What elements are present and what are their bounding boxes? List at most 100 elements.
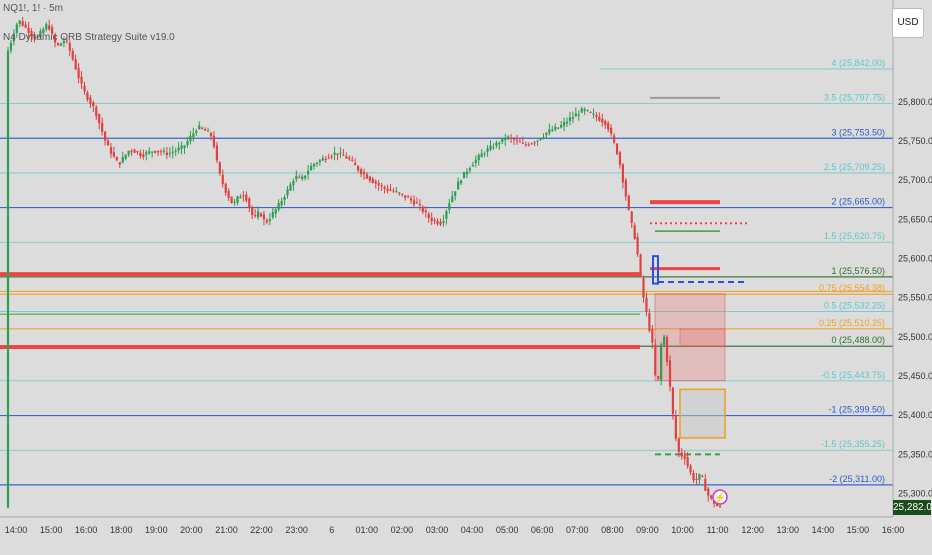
candle-body	[248, 198, 251, 208]
candle-body	[306, 171, 310, 175]
candle-body	[595, 115, 598, 118]
candle-body	[562, 122, 566, 126]
candle-body	[162, 150, 166, 152]
candle-body	[118, 162, 121, 165]
candle-body	[83, 85, 86, 92]
candle-body	[371, 178, 374, 183]
candle-body	[571, 117, 574, 119]
candle-body	[718, 506, 722, 508]
candle-body	[565, 121, 569, 124]
candle-body	[486, 148, 489, 152]
candle-body	[462, 171, 466, 179]
y-tick-label: 25,350.00	[898, 449, 932, 459]
candle-body	[33, 34, 36, 39]
candle-body	[689, 465, 692, 473]
candle-body	[380, 185, 383, 187]
candle-body	[651, 329, 654, 343]
candle-body	[657, 376, 660, 379]
candle-body	[477, 155, 480, 161]
candle-body	[404, 195, 407, 198]
candle-body	[321, 158, 324, 161]
level-label: 0.5 (25,532.25)	[824, 301, 885, 311]
candle-body	[183, 145, 186, 148]
candle-body	[512, 138, 516, 140]
candle-body	[201, 127, 204, 129]
candle-body	[301, 176, 304, 180]
candle-body	[12, 34, 15, 42]
candle-body	[36, 36, 39, 38]
candle-body	[607, 122, 610, 130]
candle-body	[365, 174, 369, 179]
level-label: 1 (25,576.50)	[831, 266, 885, 276]
candle-body	[65, 40, 68, 42]
candle-body	[427, 214, 430, 218]
candle-body	[442, 221, 445, 223]
candle-body	[451, 196, 454, 203]
candle-body	[95, 107, 98, 117]
candle-body	[386, 188, 389, 191]
candle-body	[642, 278, 645, 298]
y-tick-label: 25,500.00	[898, 332, 932, 342]
x-tick-label: 14:00	[5, 525, 28, 535]
candle-body	[551, 129, 554, 132]
candle-body	[168, 152, 171, 154]
candle-body	[395, 191, 398, 193]
candle-body	[577, 114, 580, 116]
candle-body	[62, 40, 66, 44]
candle-body	[615, 143, 619, 155]
candle-body	[612, 135, 616, 143]
candle-body	[633, 225, 636, 239]
candle-body	[630, 211, 633, 223]
candle-body	[354, 162, 357, 166]
candle-body	[604, 120, 607, 126]
candle-body	[109, 147, 113, 154]
candle-body	[501, 137, 504, 142]
candle-body	[145, 152, 148, 155]
candle-body	[283, 197, 286, 201]
candle-body	[495, 142, 498, 146]
candle-body	[195, 131, 198, 134]
y-tick-label: 25,650.00	[898, 214, 932, 224]
y-tick-label: 25,750.00	[898, 136, 932, 146]
candle-body	[45, 24, 48, 30]
level-label: 2 (25,665.00)	[831, 197, 885, 207]
candle-body	[457, 181, 460, 190]
currency-button[interactable]: USD	[892, 8, 924, 38]
candle-body	[309, 165, 313, 171]
candle-body	[677, 438, 680, 453]
x-tick-label: 23:00	[285, 525, 308, 535]
candle-body	[53, 35, 57, 43]
candle-body	[80, 76, 83, 84]
candle-body	[68, 43, 71, 51]
candle-body	[6, 50, 10, 508]
candle-body	[515, 140, 519, 142]
candle-body	[209, 132, 213, 137]
candle-body	[206, 130, 210, 132]
candle-body	[483, 153, 486, 155]
candle-body	[618, 152, 622, 165]
candle-body	[280, 201, 283, 206]
x-tick-label: 10:00	[671, 525, 694, 535]
candle-body	[424, 210, 427, 213]
candle-body	[298, 177, 301, 179]
red-zone-inner	[679, 328, 726, 347]
candle-body	[239, 196, 242, 199]
candle-body	[151, 151, 154, 153]
level-label: -1 (25,399.50)	[828, 405, 885, 415]
candle-body	[589, 112, 592, 114]
candle-body	[292, 180, 295, 186]
candle-body	[212, 135, 216, 147]
candle-body	[574, 113, 577, 117]
candle-body	[436, 220, 439, 224]
candle-body	[601, 118, 604, 123]
candle-body	[174, 150, 177, 152]
candle-body	[339, 152, 342, 154]
y-tick-label: 25,300.00	[898, 489, 932, 499]
candle-body	[492, 147, 495, 149]
x-tick-label: 20:00	[180, 525, 203, 535]
candle-body	[415, 202, 419, 204]
y-tick-label: 25,450.00	[898, 371, 932, 381]
candle-body	[142, 154, 145, 157]
